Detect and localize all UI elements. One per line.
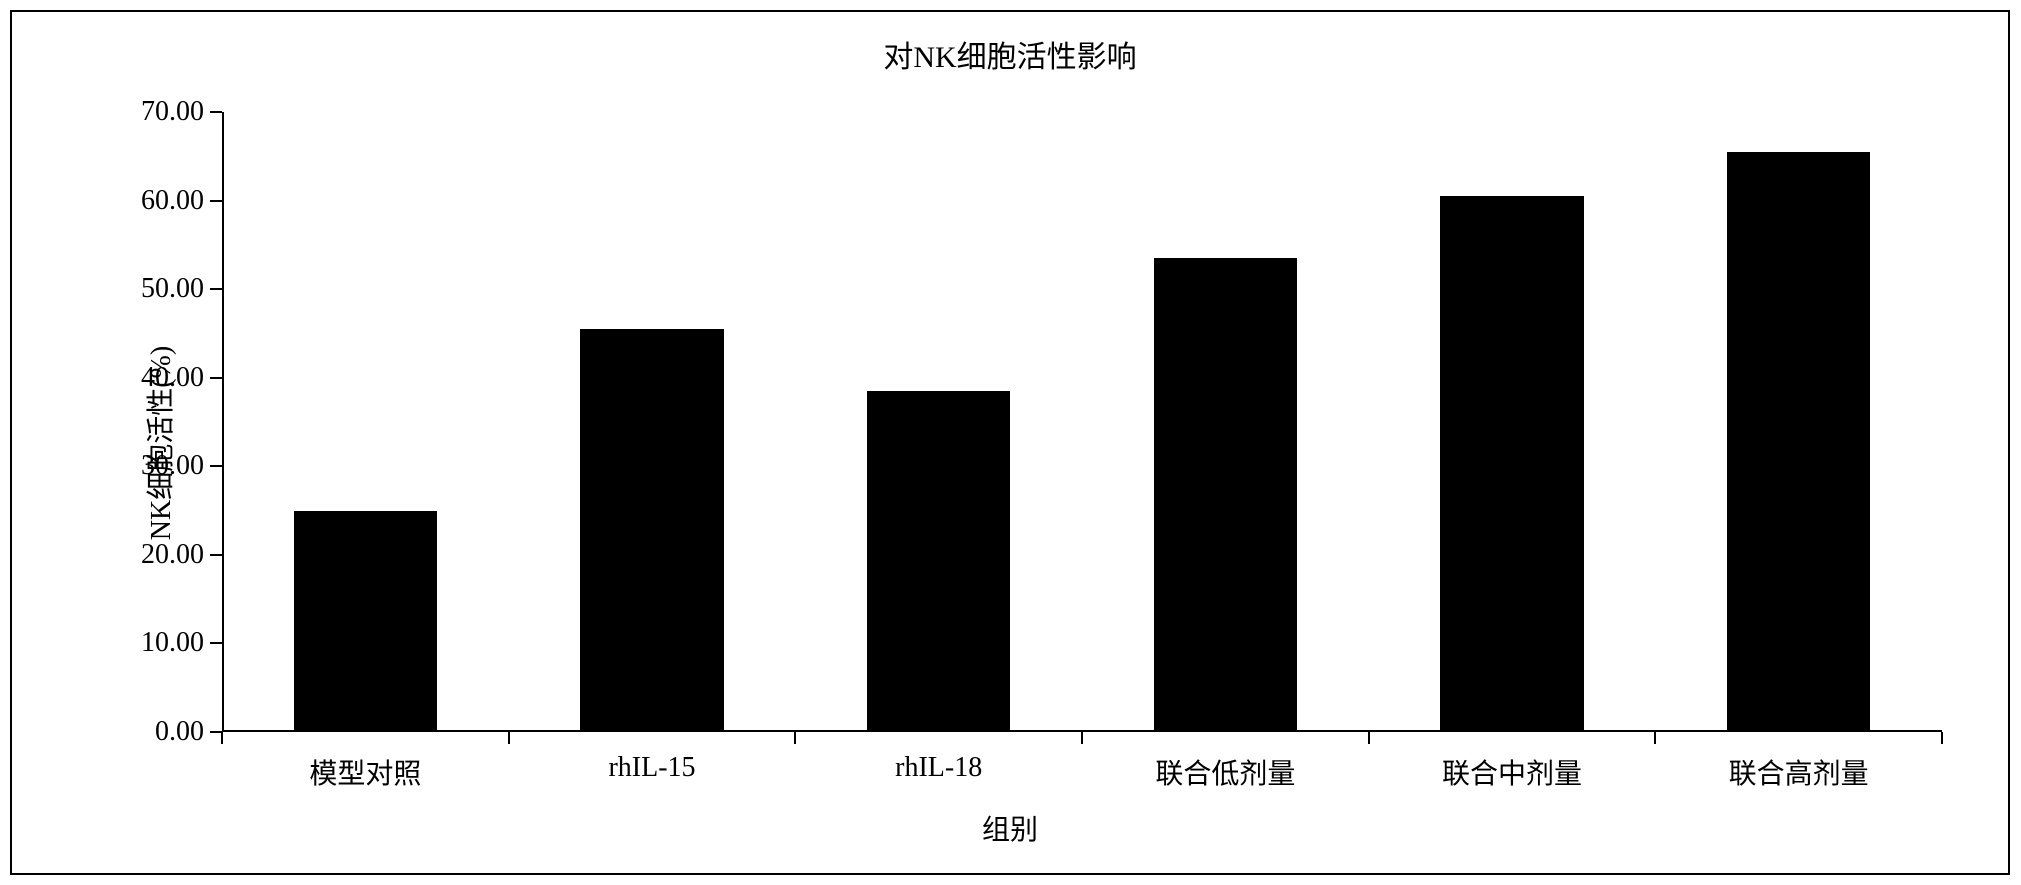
- y-axis: [222, 112, 224, 732]
- x-tick-label: rhIL-15: [608, 752, 695, 784]
- x-axis-title: 组别: [982, 808, 1038, 848]
- x-tick-label: 模型对照: [309, 752, 421, 792]
- x-tick: [508, 732, 510, 744]
- bar: [867, 391, 1010, 732]
- y-tick: [210, 465, 222, 467]
- y-tick-label: 30.00: [141, 450, 204, 482]
- y-tick-label: 40.00: [141, 362, 204, 394]
- x-tick: [1941, 732, 1943, 744]
- y-tick-label: 10.00: [141, 627, 204, 659]
- bar: [580, 329, 723, 732]
- y-tick-label: 0.00: [155, 716, 204, 748]
- x-tick-label: 联合中剂量: [1442, 752, 1582, 792]
- y-tick-label: 20.00: [141, 539, 204, 571]
- bar: [1154, 258, 1297, 732]
- chart-container: 对NK细胞活性影响 NK细胞活性(%) 0.0010.0020.0030.004…: [10, 10, 2010, 875]
- y-tick: [210, 288, 222, 290]
- chart-title: 对NK细胞活性影响: [12, 12, 2008, 76]
- x-tick-label: rhIL-18: [895, 752, 982, 784]
- y-tick-label: 70.00: [141, 96, 204, 128]
- y-tick: [210, 200, 222, 202]
- plot-area: 0.0010.0020.0030.0040.0050.0060.0070.00模…: [222, 112, 1942, 732]
- y-tick: [210, 111, 222, 113]
- x-tick: [1081, 732, 1083, 744]
- y-tick-label: 50.00: [141, 273, 204, 305]
- x-tick-label: 联合低剂量: [1155, 752, 1295, 792]
- y-tick: [210, 642, 222, 644]
- y-tick-label: 60.00: [141, 185, 204, 217]
- bar: [1440, 196, 1583, 732]
- x-tick: [794, 732, 796, 744]
- x-tick-label: 联合高剂量: [1729, 752, 1869, 792]
- y-tick: [210, 554, 222, 556]
- y-tick: [210, 377, 222, 379]
- x-tick: [1654, 732, 1656, 744]
- bar: [294, 511, 437, 732]
- x-tick: [221, 732, 223, 744]
- x-tick: [1368, 732, 1370, 744]
- bar: [1727, 152, 1870, 732]
